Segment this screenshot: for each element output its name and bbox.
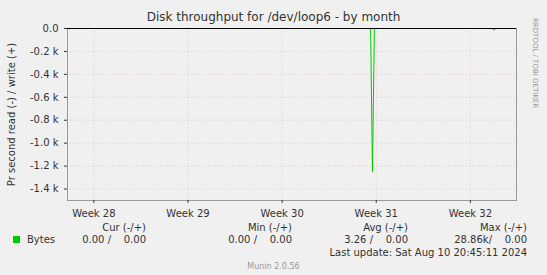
html-text:0.00 / 0.00: 0.00 / 0.00 (228, 234, 292, 245)
html-text:0.00 / 0.00: 0.00 / 0.00 (82, 234, 146, 245)
svg-text:-0.4 k: -0.4 k (30, 69, 59, 80)
html-text:28.86k/ 0.00: 28.86k/ 0.00 (454, 234, 527, 245)
svg-text:-0.8 k: -0.8 k (30, 114, 59, 125)
html-text:RRDTOOL / TOBI OETIKER: RRDTOOL / TOBI OETIKER (531, 18, 539, 109)
html-text:Last update: Sat Aug 10 20:45:: Last update: Sat Aug 10 20:45:11 2024 (329, 247, 527, 258)
html-text:Max (-/+): Max (-/+) (480, 222, 527, 233)
svg-text:Week 29: Week 29 (166, 208, 209, 219)
svg-text:Pr second read (-) / write (+): Pr second read (-) / write (+) (6, 43, 17, 186)
html-text:Min (-/+): Min (-/+) (247, 222, 292, 233)
html-text:Disk throughput for /dev/loop6: Disk throughput for /dev/loop6 - by mont… (146, 10, 401, 24)
svg-text:Week 30: Week 30 (260, 208, 303, 219)
svg-text:-1.0 k: -1.0 k (30, 137, 59, 148)
html-text:Avg (-/+): Avg (-/+) (363, 222, 408, 233)
html-text:3.26 / 0.00: 3.26 / 0.00 (344, 234, 408, 245)
svg-text:-0.2 k: -0.2 k (30, 46, 59, 57)
svg-text:Week 28: Week 28 (72, 208, 115, 219)
html-text:Bytes: Bytes (27, 234, 56, 245)
svg-text:Week 32: Week 32 (449, 208, 492, 219)
html-text:Cur (-/+): Cur (-/+) (102, 222, 146, 233)
svg-text:-1.4 k: -1.4 k (30, 183, 59, 194)
svg-text:-1.2 k: -1.2 k (30, 160, 59, 171)
svg-text:-0.6 k: -0.6 k (30, 92, 59, 103)
svg-text:0.0: 0.0 (43, 23, 59, 34)
svg-text:Week 31: Week 31 (355, 208, 398, 219)
html-text:Munin 2.0.56: Munin 2.0.56 (247, 262, 300, 271)
